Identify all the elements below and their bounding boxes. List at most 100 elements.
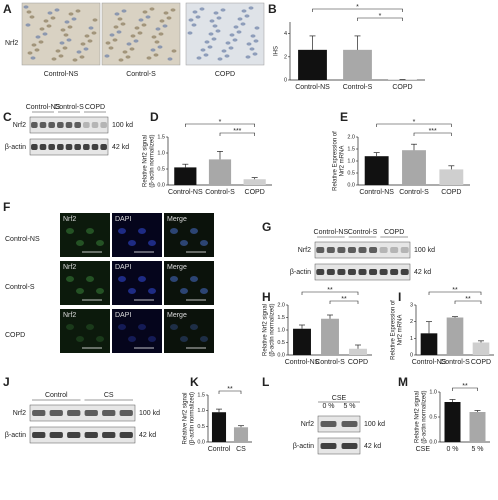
band — [74, 122, 81, 128]
y-tick-label: 0 — [284, 77, 287, 83]
panel-letter: I — [398, 290, 401, 304]
fluorescence-image — [164, 261, 214, 305]
band — [49, 432, 63, 438]
significance-bracket — [454, 300, 482, 304]
bar — [293, 328, 311, 355]
band — [400, 247, 409, 253]
band — [320, 443, 337, 449]
cell — [27, 51, 33, 55]
cell — [150, 48, 156, 52]
cell — [215, 29, 221, 33]
bar — [444, 402, 461, 442]
cell — [148, 288, 156, 294]
fluorescence-image — [112, 213, 162, 257]
cell — [158, 32, 164, 36]
y-axis-label: Relative Expression of — [333, 131, 339, 191]
y-tick-label: 2 — [410, 319, 413, 325]
x-tick-label: Control-S — [440, 359, 470, 366]
fluorescence-image — [60, 309, 110, 353]
cell — [126, 42, 132, 46]
band — [84, 410, 98, 416]
cell — [204, 40, 210, 44]
significance-label: ** — [227, 386, 233, 393]
cell — [237, 17, 243, 21]
y-tick-label: 0.0 — [347, 182, 355, 188]
size-label: 42 kd — [364, 443, 381, 450]
significance-label: *** — [233, 128, 241, 135]
y-tick-label: 1.0 — [197, 408, 205, 414]
y-axis-label: (β-actin normalized) — [270, 303, 276, 356]
cell — [39, 27, 45, 31]
x-tick-label: Control-S — [343, 84, 373, 91]
cell — [240, 22, 246, 26]
cell — [148, 336, 156, 342]
cell — [80, 42, 86, 46]
band — [67, 410, 81, 416]
x-tick-label: COPD — [348, 359, 368, 366]
group-label: 5 % — [343, 403, 355, 410]
cell — [66, 228, 74, 234]
x-tick-label: Control-S — [315, 359, 345, 366]
panel-letter: J — [3, 375, 10, 389]
group-label: Control-S — [54, 104, 84, 111]
bar — [420, 333, 438, 355]
cell — [190, 276, 198, 282]
micrograph — [185, 2, 265, 66]
band — [83, 122, 90, 128]
y-tick-label: 0.5 — [157, 166, 165, 172]
band — [379, 247, 388, 253]
blot-header: CSE — [332, 395, 347, 402]
cell — [25, 23, 31, 27]
y-axis-label: Relative Nrf2 signal — [263, 304, 269, 356]
row-label: Control-NS — [5, 236, 40, 243]
band — [39, 144, 47, 150]
band — [369, 269, 378, 275]
cell — [190, 228, 198, 234]
y-axis-label: Relative Nrf2 signal — [143, 135, 149, 187]
cell — [151, 35, 157, 39]
panel-letter: C — [3, 110, 12, 124]
significance-bracket — [219, 132, 255, 136]
y-tick-label: 2.0 — [277, 302, 285, 308]
y-tick-label: 1.5 — [157, 134, 165, 140]
cell — [68, 12, 74, 16]
panel-letter: G — [262, 220, 271, 234]
y-tick-label: 0.0 — [277, 352, 285, 358]
band — [57, 144, 64, 150]
cell — [118, 228, 126, 234]
cell — [138, 228, 146, 234]
group-label: Control-NS — [26, 104, 61, 111]
blot-strip — [29, 426, 136, 444]
cell — [34, 48, 40, 52]
bar — [243, 179, 266, 185]
cell — [23, 5, 29, 9]
band — [32, 410, 46, 416]
cell — [248, 6, 254, 10]
fluorescence-image — [60, 261, 110, 305]
cell — [138, 18, 144, 22]
cell — [213, 11, 219, 15]
cell — [142, 10, 148, 14]
bar — [349, 348, 367, 355]
row-label: Control-S — [5, 284, 35, 291]
x-tick-label: 5 % — [471, 446, 483, 453]
y-tick-label: 1 — [410, 336, 413, 342]
cell — [137, 31, 143, 35]
y-tick-label: 0 — [410, 352, 413, 358]
significance-label: ** — [452, 287, 458, 294]
x-tick-label: COPD — [471, 359, 491, 366]
micrograph-label: Control-NS — [44, 71, 79, 78]
cell — [228, 46, 234, 50]
cell — [96, 336, 104, 342]
cell — [221, 49, 227, 53]
band — [100, 144, 107, 150]
cell — [154, 40, 160, 44]
significance-bracket — [218, 390, 242, 394]
significance-bracket — [452, 387, 478, 391]
panel-letter: F — [3, 200, 10, 214]
band — [91, 144, 99, 150]
cell — [232, 38, 238, 42]
y-axis-label: IHS — [274, 46, 280, 56]
row-label: Nrf2 — [301, 421, 314, 428]
cell — [207, 45, 213, 49]
